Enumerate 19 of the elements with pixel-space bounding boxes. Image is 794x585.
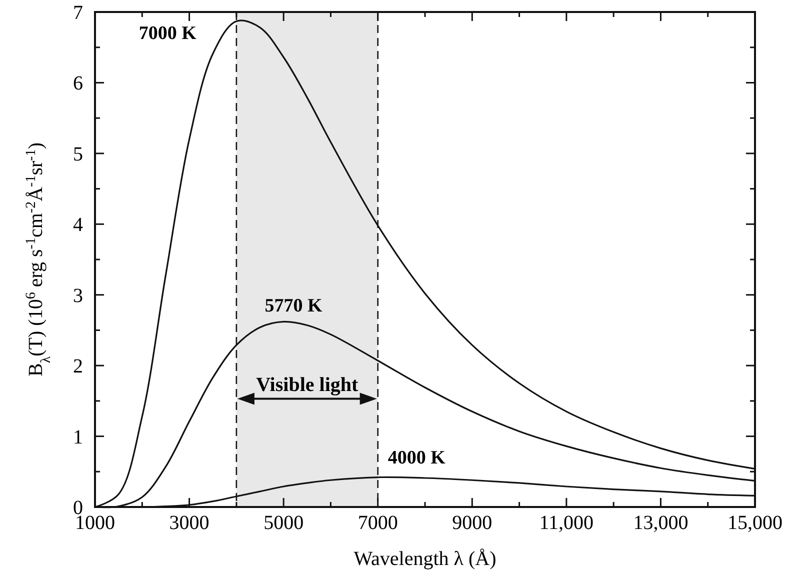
y-tick-label: 5 [73,143,83,166]
y-tick-label: 3 [73,284,83,307]
x-tick-label: 11,000 [539,512,594,534]
y-tick-label: 1 [73,426,83,448]
y-tick-label: 2 [73,356,83,378]
series-label: 7000 K [138,23,197,44]
x-axis-title: Wavelength λ (Å) [354,548,496,570]
band-label: Visible light [256,374,358,396]
x-tick-label: 5000 [264,512,304,534]
x-tick-label: 15,000 [728,512,782,534]
y-tick-label: 6 [73,72,83,95]
series-label: 5770 K [264,296,323,317]
y-tick-label: 4 [73,214,83,236]
y-tick-label: 7 [73,2,83,24]
x-tick-label: 7000 [358,512,398,534]
x-tick-label: 13,000 [633,512,688,534]
series-label: 4000 K [388,447,446,468]
x-tick-label: 3000 [169,512,210,534]
x-tick-label: 9000 [452,512,492,534]
